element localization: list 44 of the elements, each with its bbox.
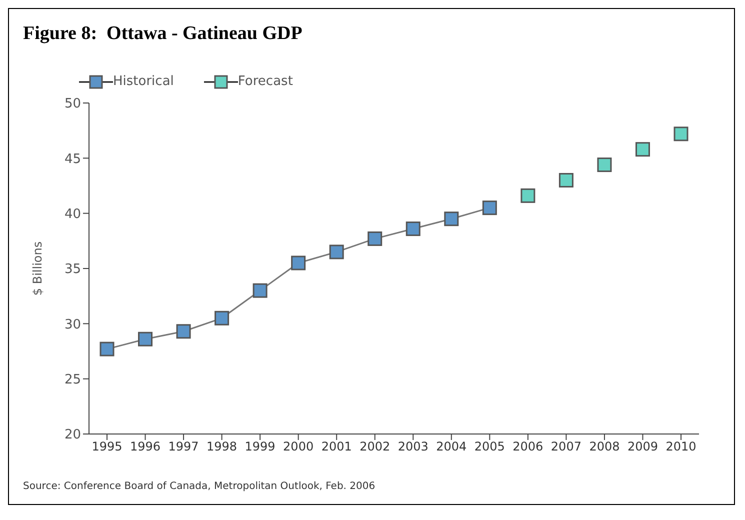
point — [520, 188, 536, 203]
y-tick-label: 35 — [64, 262, 81, 278]
x-tick-label: 2002 — [360, 440, 390, 454]
y-tick-label: 45 — [64, 152, 81, 167]
x-tick-label: 2010 — [666, 440, 696, 454]
point — [558, 172, 574, 188]
point — [674, 126, 688, 142]
legend-label: Forecast — [238, 74, 293, 89]
x-tick-label: 2009 — [627, 440, 658, 454]
point — [329, 244, 344, 260]
x-tick-label: 1999 — [244, 440, 276, 454]
point — [482, 200, 497, 216]
point — [406, 222, 420, 236]
x-tick-label: 2001 — [321, 440, 352, 454]
point — [214, 310, 230, 326]
y-tick-label: 25 — [64, 372, 81, 388]
x-tick-label: 2004 — [436, 440, 467, 454]
x-tick-label: 1997 — [168, 440, 199, 454]
legend-label: Historical — [113, 74, 174, 89]
point — [252, 283, 268, 298]
x-tick-label: 2005 — [474, 440, 505, 454]
point — [597, 158, 612, 172]
point — [138, 332, 153, 346]
point — [635, 142, 650, 157]
x-tick-label: 2003 — [398, 440, 428, 454]
x-tick-label: 2008 — [589, 440, 620, 454]
source-note: Source: Conference Board of Canada, Metropolitan Outlook, Feb. 2006 — [23, 481, 376, 492]
point — [100, 342, 114, 356]
x-tick-label: 1996 — [130, 440, 161, 454]
x-tick-label: 2007 — [550, 440, 582, 454]
x-tick-label: 1995 — [92, 440, 122, 454]
point — [291, 256, 306, 270]
point — [176, 324, 191, 339]
y-tick-label: 20 — [64, 428, 81, 443]
chart-title: Figure 8: Ottawa - Gatineau GDP — [23, 23, 302, 45]
y-axis-title: $ Billions — [30, 241, 44, 296]
x-tick-label: 2000 — [283, 440, 314, 454]
point — [444, 212, 459, 226]
x-tick-label: 1998 — [206, 440, 238, 454]
y-tick-label: 50 — [64, 96, 81, 112]
y-tick-label: 30 — [64, 317, 81, 332]
y-tick-label: 40 — [64, 206, 81, 222]
point — [368, 231, 382, 246]
x-tick-label: 2006 — [512, 440, 544, 454]
